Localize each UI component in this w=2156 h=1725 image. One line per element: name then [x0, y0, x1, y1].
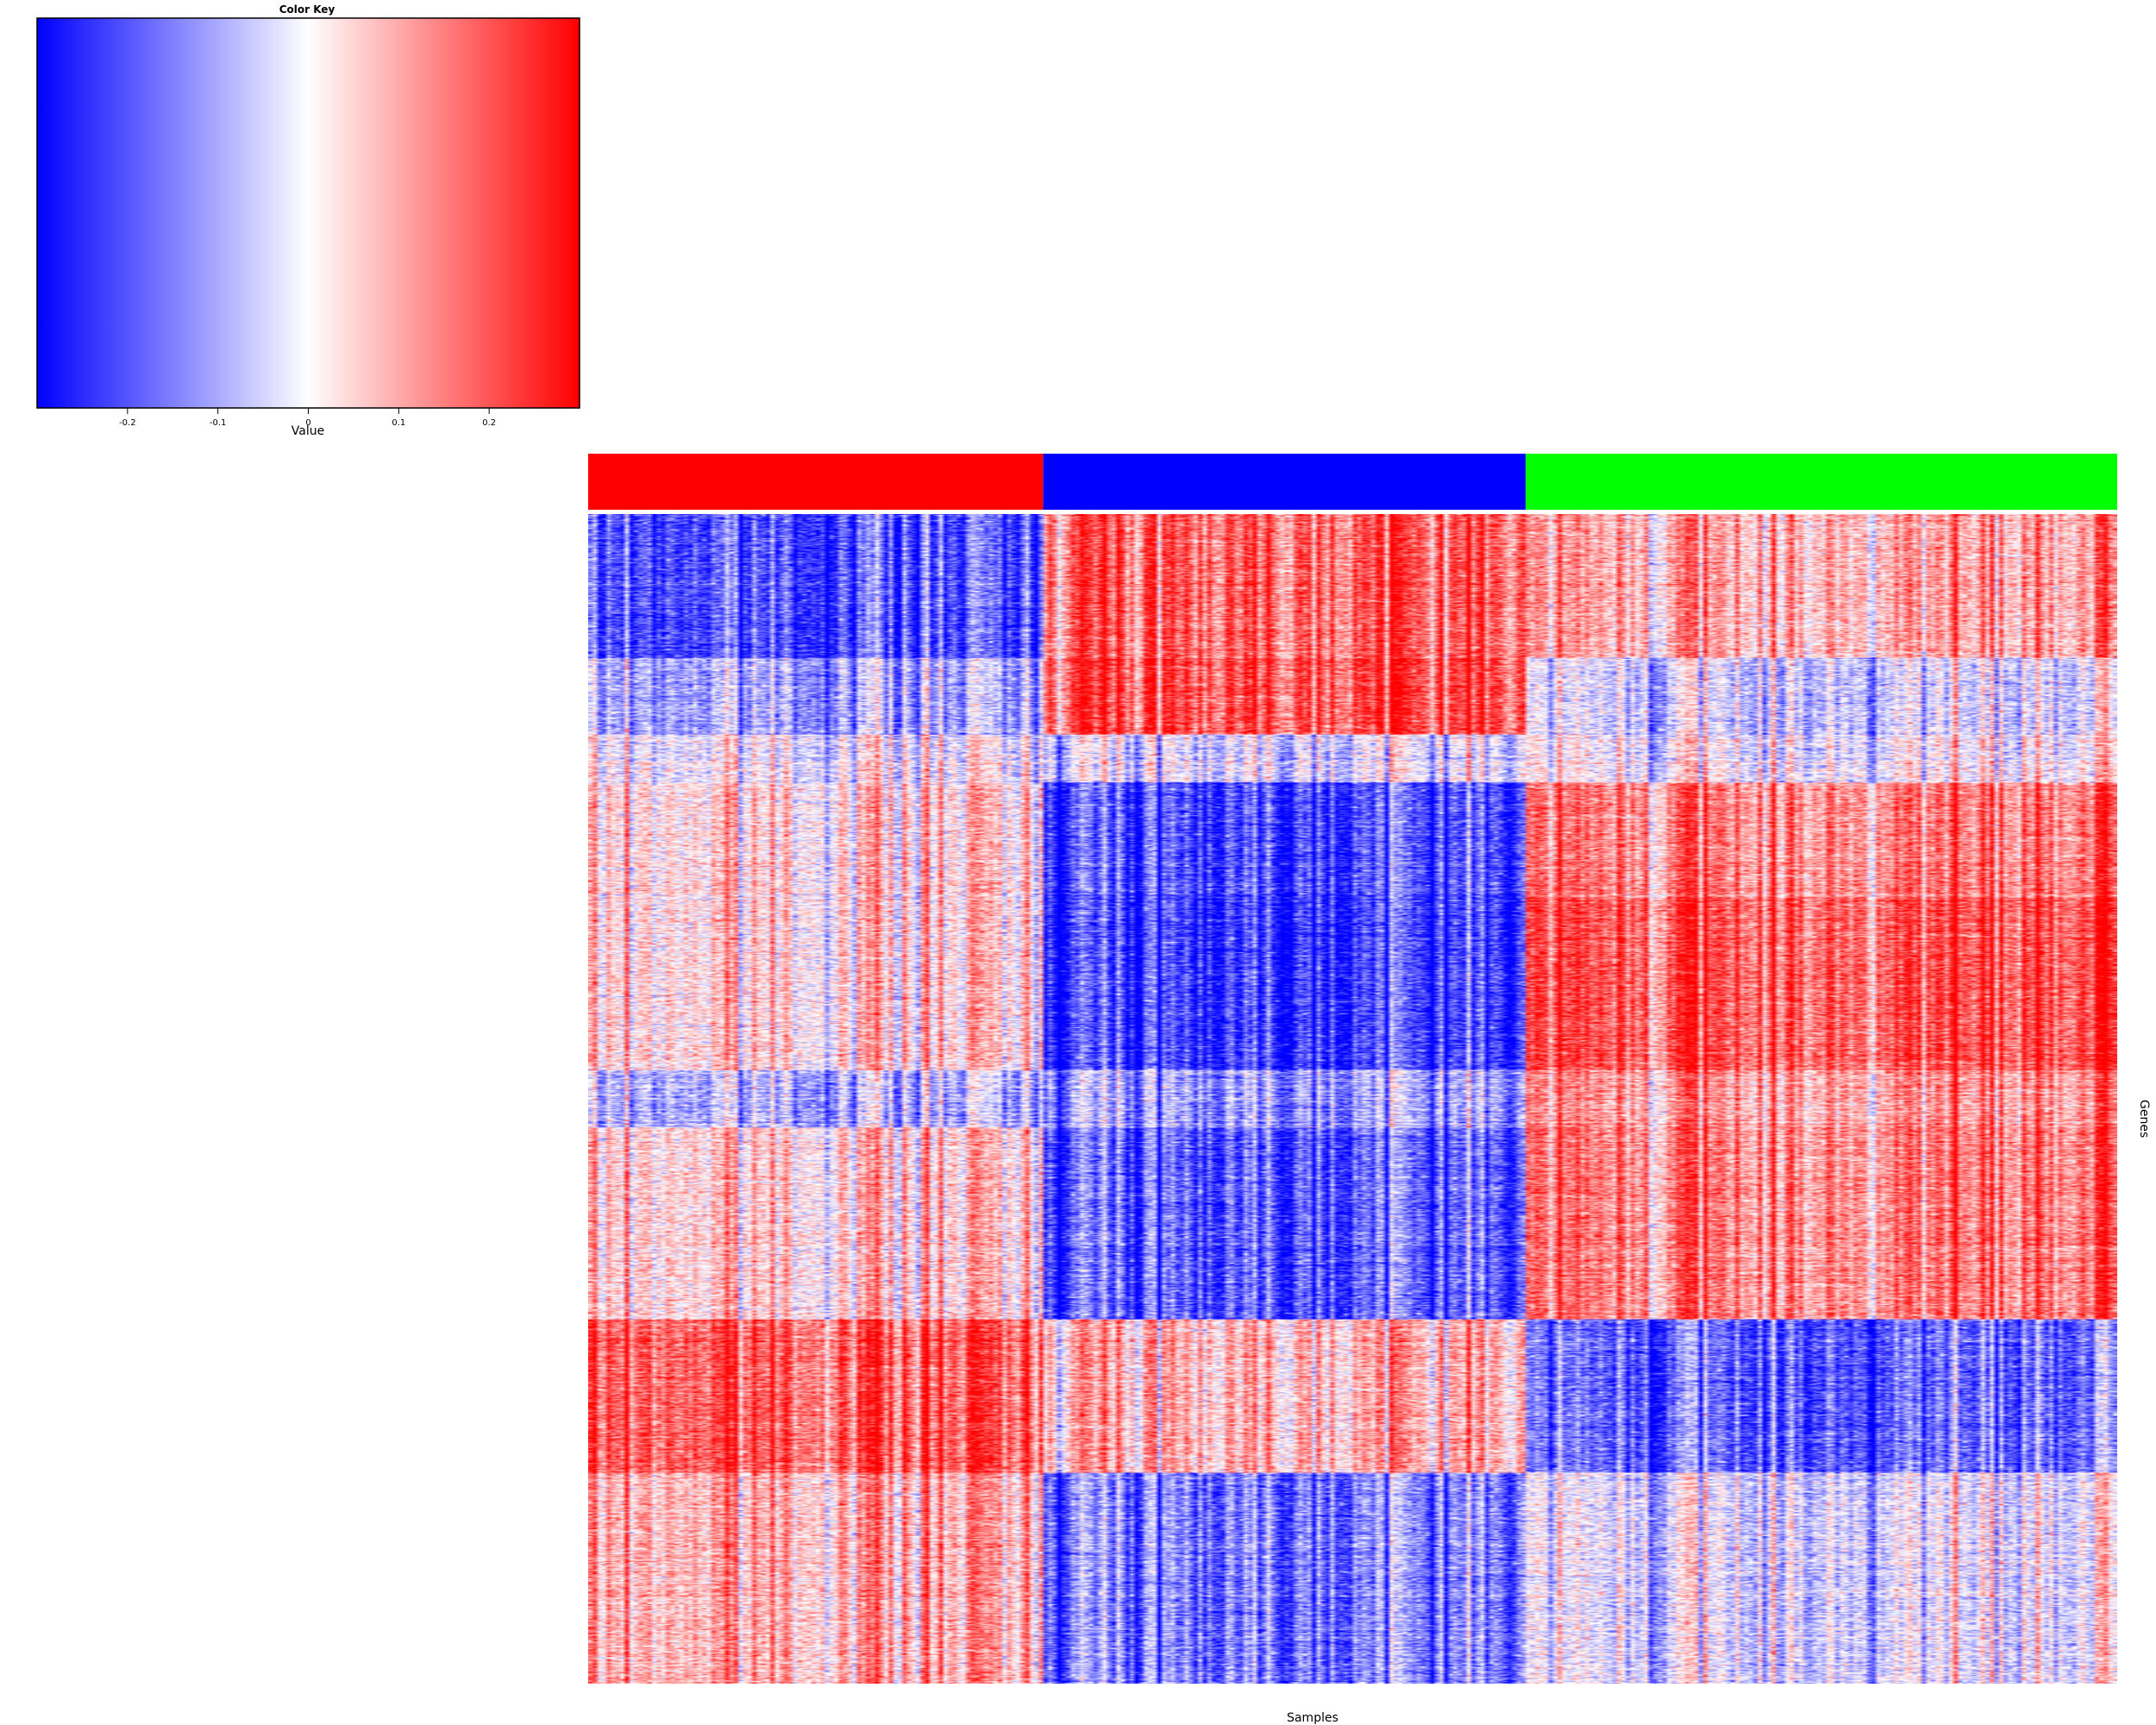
color-key-tick-label: -0.2	[119, 418, 136, 428]
color-key: Color Key -0.2 -0.1 0 0.1 0.2 Value	[36, 3, 580, 438]
sample-group-sidebar	[588, 454, 2117, 510]
sample-group-bar-1	[588, 454, 1044, 510]
color-key-tick-label: 0.2	[482, 418, 496, 428]
y-axis-label: Genes	[2137, 1100, 2151, 1138]
color-key-tick-label: -0.1	[210, 418, 227, 428]
sample-group-bar-3	[1526, 454, 2117, 510]
heatmap-cells	[588, 514, 2117, 1684]
color-key-label: Value	[291, 424, 324, 438]
color-key-gradient	[36, 17, 580, 409]
color-key-ticks: -0.2 -0.1 0 0.1 0.2	[119, 408, 496, 428]
color-key-tick-label: 0.1	[392, 418, 405, 428]
sample-group-bar-2	[1043, 454, 1526, 510]
color-key-tick-label: 0	[305, 418, 310, 428]
x-axis-label: Samples	[1287, 1711, 1338, 1725]
color-key-title: Color Key	[279, 3, 335, 16]
